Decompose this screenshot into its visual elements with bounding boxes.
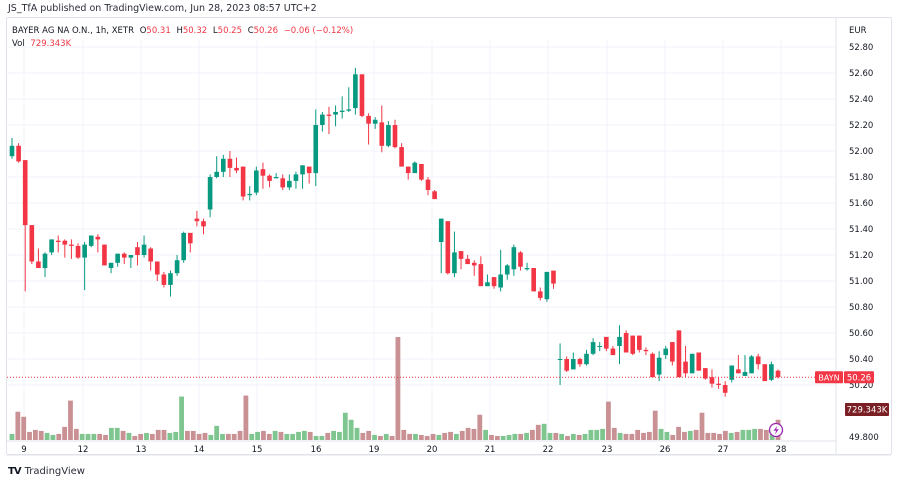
grid-lines [7,18,891,456]
price-tick: 51.40 [849,225,873,235]
date-tick: 22 [543,445,554,455]
tradingview-brand: TradingView [24,466,85,477]
tradingview-footer: TV TradingView [8,466,85,477]
tradingview-logo-icon: TV [8,466,22,477]
price-tick: 50.40 [849,355,873,365]
price-tick: 52.60 [849,69,873,79]
date-tick: 21 [485,445,496,455]
low-value: L50.25 [212,26,242,36]
price-tick: 51.20 [849,251,873,261]
volume-row: Vol 729.343K [12,38,356,51]
date-tick: 28 [776,445,787,455]
ticker-badge: BAYN [818,374,839,383]
date-tick: 15 [252,445,263,455]
date-tick: 16 [311,445,322,455]
price-tick: 51.00 [849,277,873,287]
price-tick: 50.20 [849,381,873,391]
volume-bars [9,336,781,440]
ohlc-row: BAYER AG NA O.N., 1h, XETR O50.31 H50.32… [12,25,356,38]
published-caption: JS_TfA published on TradingView.com, Jun… [8,3,317,14]
price-tick: 51.60 [849,199,873,209]
symbol-name[interactable]: BAYER AG NA O.N., 1h, XETR [12,26,134,36]
volume-label: Vol [12,39,25,49]
time-axis[interactable]: 9 12 13 14 15 16 19 20 21 22 23 26 27 28 [21,445,786,455]
date-tick: 12 [78,445,89,455]
price-tick: 52.40 [849,95,873,105]
close-value: C50.26 [247,26,278,36]
price-badges: BAYN 50.26 729.343K [815,371,889,416]
price-tick: 49.800 [849,433,879,443]
change-value: −0.06 (−0.12%) [283,26,354,36]
price-axis[interactable]: EUR 52.80 52.60 52.40 52.20 52.00 51.80 51.60 51… [849,26,879,443]
date-tick: 9 [21,445,26,455]
date-tick: 20 [427,445,438,455]
price-candles [9,67,781,397]
open-value: O50.31 [139,26,171,36]
price-tick: 52.20 [849,121,873,131]
last-price-badge: 50.26 [847,374,871,384]
date-tick: 19 [369,445,380,455]
lightning-alert-icon[interactable] [768,422,784,438]
price-tick: 52.80 [849,43,873,53]
date-tick: 14 [194,445,205,455]
price-tick: 51.80 [849,173,873,183]
price-tick: 52.00 [849,147,873,157]
volume-value: 729.343K [30,39,72,49]
date-tick: 26 [660,445,671,455]
date-tick: 23 [602,445,613,455]
currency-label: EUR [849,26,867,36]
price-tick: 50.80 [849,303,873,313]
date-tick: 27 [718,445,729,455]
date-tick: 13 [136,445,147,455]
price-tick: 50.60 [849,329,873,339]
symbol-legend: BAYER AG NA O.N., 1h, XETR O50.31 H50.32… [12,25,356,51]
volume-badge: 729.343K [847,406,888,416]
high-value: H50.32 [176,26,208,36]
